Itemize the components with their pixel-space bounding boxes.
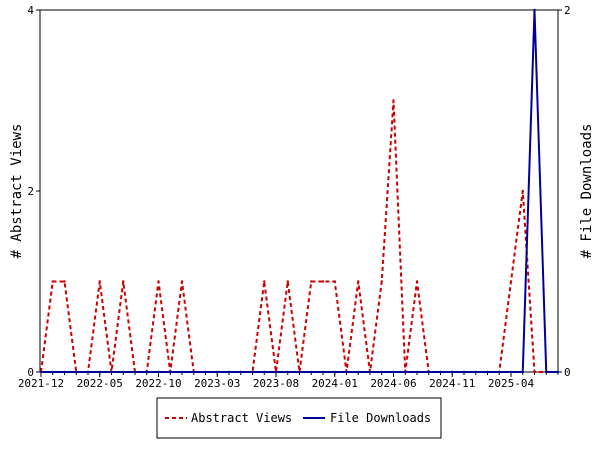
point-file-downloads-2022-11 (169, 370, 172, 374)
point-file-downloads-2022-03 (75, 370, 78, 374)
point-abstract-views-2022-01 (51, 280, 54, 283)
point-file-downloads-2025-07 (545, 370, 548, 374)
point-abstract-views-2022-07 (122, 280, 125, 283)
point-file-downloads-2023-08 (274, 370, 278, 374)
x-tick-label-2023-08: 2023-08 (253, 377, 299, 390)
series-layer (39, 8, 560, 374)
point-file-downloads-2025-05 (521, 370, 524, 374)
x-tick-label-2024-11: 2024-11 (429, 377, 475, 390)
x-tick-label-2024-06: 2024-06 (370, 377, 416, 390)
point-file-downloads-2023-03 (216, 370, 219, 374)
left-tick-label-2: 2 (27, 185, 34, 198)
point-file-downloads-2024-11 (451, 370, 454, 374)
point-file-downloads-2023-04 (227, 370, 231, 374)
point-file-downloads-2022-02 (63, 370, 66, 374)
x-tick-label-2021-12: 2021-12 (18, 377, 64, 390)
point-file-downloads-2024-03 (357, 370, 360, 374)
point-file-downloads-2024-07 (404, 370, 407, 374)
point-abstract-views-2025-04 (509, 280, 513, 283)
point-file-downloads-2024-10 (439, 370, 442, 374)
point-abstract-views-2023-09 (286, 280, 289, 283)
point-file-downloads-2024-05 (380, 370, 383, 374)
point-file-downloads-2024-08 (415, 370, 419, 374)
point-file-downloads-2024-12 (462, 370, 466, 374)
point-file-downloads-2022-09 (145, 370, 148, 374)
x-tick-label-2022-10: 2022-10 (135, 377, 181, 390)
point-abstract-views-2023-12 (321, 280, 325, 283)
point-file-downloads-2025-03 (498, 370, 501, 374)
point-file-downloads-2023-01 (192, 370, 195, 374)
point-file-downloads-2025-06 (533, 8, 536, 12)
point-file-downloads-2024-09 (427, 370, 430, 374)
x-tick-label-2023-03: 2023-03 (194, 377, 240, 390)
point-file-downloads-2025-04 (509, 370, 513, 374)
point-abstract-views-2024-01 (333, 280, 336, 283)
point-file-downloads-2023-02 (204, 370, 207, 374)
point-abstract-views-2024-03 (357, 280, 360, 283)
point-abstract-views-2022-05 (98, 280, 101, 283)
point-file-downloads-2025-02 (486, 370, 489, 374)
point-file-downloads-2025-08 (556, 370, 560, 374)
point-file-downloads-2023-10 (298, 370, 301, 374)
point-file-downloads-2025-01 (474, 370, 477, 374)
left-tick-label-0: 0 (27, 366, 34, 379)
legend-label-abstract-views: Abstract Views (191, 411, 292, 425)
point-file-downloads-2022-04 (86, 370, 90, 374)
point-file-downloads-2021-12 (39, 370, 43, 374)
point-file-downloads-2022-10 (157, 370, 160, 374)
point-file-downloads-2024-02 (345, 370, 348, 374)
point-abstract-views-2023-07 (263, 280, 266, 283)
left-axis: 0 2 4 (27, 4, 40, 379)
point-abstract-views-2022-10 (157, 280, 160, 283)
point-file-downloads-2023-11 (310, 370, 313, 374)
point-file-downloads-2024-06 (392, 370, 395, 374)
legend: Abstract Views File Downloads (156, 397, 442, 439)
point-abstract-views-2022-12 (180, 280, 184, 283)
point-abstract-views-2025-06 (533, 370, 536, 374)
point-file-downloads-2023-05 (239, 370, 242, 374)
x-axis: 2021-12 2022-05 2022-10 2023-03 2023-08 2024-… (18, 372, 559, 390)
point-file-downloads-2022-12 (180, 370, 184, 374)
point-file-downloads-2024-04 (368, 370, 372, 374)
legend-label-file-downloads: File Downloads (330, 411, 431, 425)
point-file-downloads-2024-01 (333, 370, 336, 374)
point-file-downloads-2022-06 (110, 370, 113, 374)
legend-box (156, 397, 442, 439)
point-abstract-views-2023-11 (310, 280, 313, 283)
right-tick-label-2: 2 (564, 4, 571, 17)
point-abstract-views-2024-05 (380, 280, 383, 283)
x-tick-label-2022-05: 2022-05 (77, 377, 123, 390)
point-file-downloads-2023-06 (251, 370, 254, 374)
point-abstract-views-2024-08 (415, 280, 419, 283)
point-file-downloads-2022-05 (98, 370, 101, 374)
plot-area (39, 9, 559, 373)
point-file-downloads-2023-07 (263, 370, 266, 374)
y-axis-title-left: # Abstract Views (9, 124, 25, 259)
right-axis: 02 (558, 4, 571, 379)
point-file-downloads-2023-09 (286, 370, 289, 374)
point-abstract-views-2024-06 (392, 99, 395, 102)
point-file-downloads-2022-07 (122, 370, 125, 374)
point-abstract-views-2025-05 (521, 189, 524, 193)
point-file-downloads-2022-08 (133, 370, 137, 374)
left-tick-label-4: 4 (27, 4, 34, 17)
right-tick-label-0: 0 (564, 366, 571, 379)
x-tick-label-2025-04: 2025-04 (488, 377, 535, 390)
point-abstract-views-2022-02 (63, 280, 66, 283)
x-tick-label-2024-01: 2024-01 (312, 377, 358, 390)
y-axis-title-right: # File Downloads (579, 124, 595, 259)
point-file-downloads-2022-01 (51, 370, 54, 374)
point-file-downloads-2023-12 (321, 370, 325, 374)
